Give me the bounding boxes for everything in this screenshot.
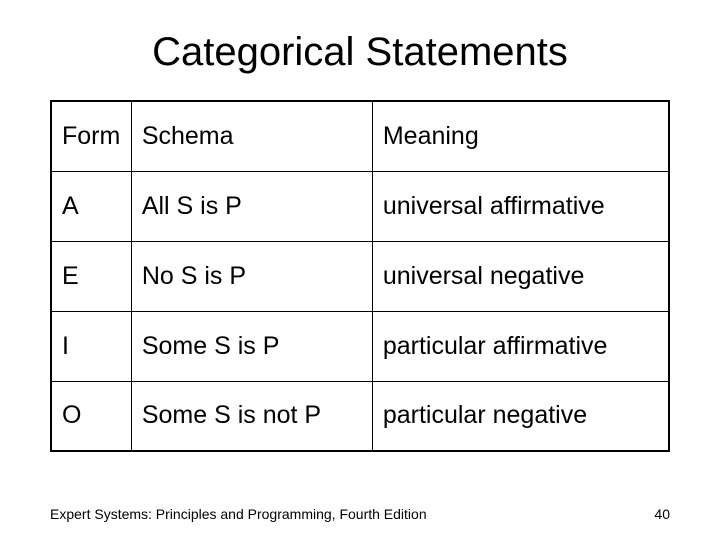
- table-header-row: Form Schema Meaning: [51, 101, 669, 171]
- cell-schema: Some S is P: [131, 311, 372, 381]
- cell-meaning: universal affirmative: [372, 171, 669, 241]
- cell-form: E: [51, 241, 131, 311]
- footer-left: Expert Systems: Principles and Programmi…: [50, 506, 427, 522]
- cell-meaning: particular affirmative: [372, 311, 669, 381]
- cell-schema: All S is P: [131, 171, 372, 241]
- page-title: Categorical Statements: [50, 30, 670, 75]
- header-meaning: Meaning: [372, 101, 669, 171]
- table-row: E No S is P universal negative: [51, 241, 669, 311]
- header-schema: Schema: [131, 101, 372, 171]
- cell-schema: Some S is not P: [131, 381, 372, 451]
- cell-form: I: [51, 311, 131, 381]
- cell-schema: No S is P: [131, 241, 372, 311]
- table-row: O Some S is not P particular negative: [51, 381, 669, 451]
- footer-right: 40: [654, 506, 670, 522]
- cell-meaning: universal negative: [372, 241, 669, 311]
- footer: Expert Systems: Principles and Programmi…: [50, 506, 670, 522]
- cell-form: A: [51, 171, 131, 241]
- slide-container: Categorical Statements Form Schema Meani…: [0, 0, 720, 540]
- table-row: I Some S is P particular affirmative: [51, 311, 669, 381]
- cell-meaning: particular negative: [372, 381, 669, 451]
- table-row: A All S is P universal affirmative: [51, 171, 669, 241]
- cell-form: O: [51, 381, 131, 451]
- header-form: Form: [51, 101, 131, 171]
- categorical-table: Form Schema Meaning A All S is P univers…: [50, 100, 670, 452]
